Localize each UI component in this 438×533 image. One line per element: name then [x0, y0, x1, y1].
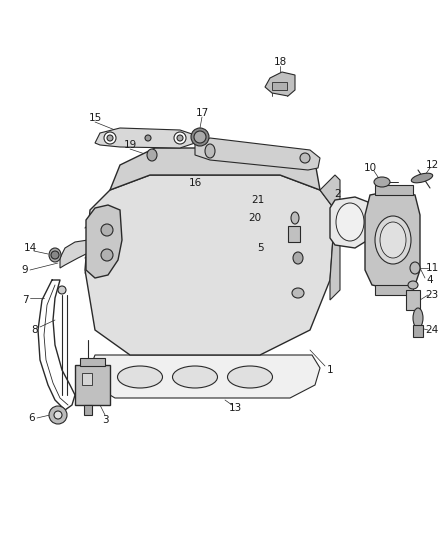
Ellipse shape	[300, 153, 310, 163]
Polygon shape	[95, 128, 195, 148]
Ellipse shape	[173, 366, 218, 388]
Ellipse shape	[374, 177, 390, 187]
Ellipse shape	[107, 135, 113, 141]
Polygon shape	[330, 197, 370, 248]
Text: 6: 6	[28, 413, 35, 423]
Text: 2: 2	[335, 189, 341, 199]
Text: 3: 3	[102, 415, 108, 425]
Ellipse shape	[411, 173, 433, 183]
Text: 1: 1	[327, 365, 333, 375]
Ellipse shape	[336, 203, 364, 241]
Ellipse shape	[145, 135, 151, 141]
Ellipse shape	[117, 366, 162, 388]
Text: 23: 23	[425, 290, 438, 300]
Polygon shape	[110, 148, 320, 190]
Polygon shape	[265, 72, 295, 96]
Bar	[80, 358, 105, 366]
Ellipse shape	[49, 248, 61, 262]
Ellipse shape	[292, 288, 304, 298]
Polygon shape	[90, 355, 320, 398]
Bar	[413, 325, 423, 337]
Ellipse shape	[205, 144, 215, 158]
Ellipse shape	[104, 132, 116, 144]
Text: 17: 17	[195, 108, 208, 118]
Ellipse shape	[101, 249, 113, 261]
Ellipse shape	[191, 128, 209, 146]
Ellipse shape	[375, 216, 411, 264]
Ellipse shape	[293, 252, 303, 264]
Polygon shape	[320, 175, 340, 300]
Ellipse shape	[58, 286, 66, 294]
Ellipse shape	[194, 131, 206, 143]
Ellipse shape	[54, 411, 62, 419]
Polygon shape	[365, 190, 420, 290]
Ellipse shape	[49, 406, 67, 424]
Ellipse shape	[177, 135, 183, 141]
Ellipse shape	[147, 149, 157, 161]
Text: 8: 8	[32, 325, 38, 335]
Text: 10: 10	[364, 163, 377, 173]
Bar	[84, 405, 92, 415]
Ellipse shape	[291, 212, 299, 224]
Text: 15: 15	[88, 113, 102, 123]
Text: 21: 21	[251, 195, 265, 205]
Text: 19: 19	[124, 140, 137, 150]
Text: 24: 24	[425, 325, 438, 335]
Ellipse shape	[101, 224, 113, 236]
Text: 11: 11	[425, 263, 438, 273]
Ellipse shape	[380, 222, 406, 258]
Bar	[375, 185, 413, 195]
Bar	[406, 290, 420, 310]
Bar	[272, 82, 287, 90]
Text: 12: 12	[425, 160, 438, 170]
Ellipse shape	[51, 251, 59, 259]
Bar	[82, 373, 92, 385]
Text: 4: 4	[427, 275, 433, 285]
Text: 20: 20	[248, 213, 261, 223]
Ellipse shape	[227, 366, 272, 388]
Ellipse shape	[413, 308, 423, 328]
Polygon shape	[86, 205, 122, 278]
Polygon shape	[85, 175, 335, 355]
Text: 16: 16	[188, 178, 201, 188]
Bar	[288, 226, 300, 242]
Bar	[375, 285, 413, 295]
Text: 5: 5	[257, 243, 263, 253]
Text: 13: 13	[228, 403, 242, 413]
Polygon shape	[195, 138, 320, 170]
Bar	[75, 365, 110, 405]
Text: 7: 7	[22, 295, 28, 305]
Polygon shape	[60, 240, 92, 268]
Text: 9: 9	[22, 265, 28, 275]
Text: 14: 14	[23, 243, 37, 253]
Text: 18: 18	[273, 57, 286, 67]
Ellipse shape	[410, 262, 420, 274]
Ellipse shape	[174, 132, 186, 144]
Ellipse shape	[408, 281, 418, 289]
